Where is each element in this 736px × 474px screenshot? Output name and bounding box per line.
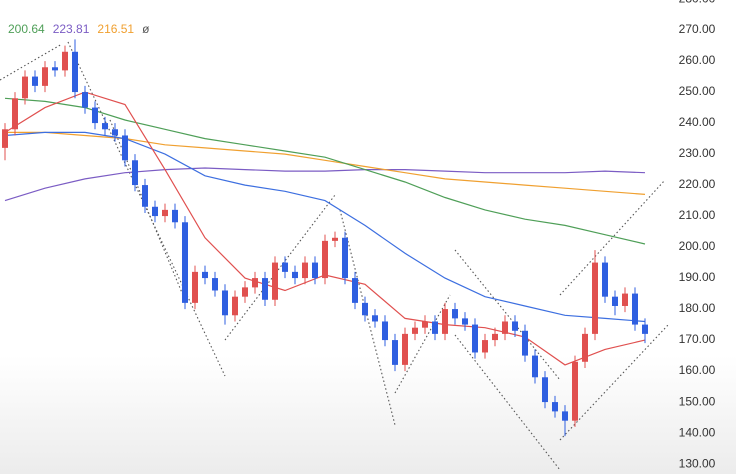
candle-body [102, 123, 108, 130]
candle-body [562, 411, 568, 421]
candle-body [382, 321, 388, 341]
candle-body [552, 402, 558, 412]
candle-body [202, 271, 208, 279]
legend-label: 223.81 [53, 22, 90, 36]
candle-body [632, 293, 638, 325]
candle-body [602, 262, 608, 297]
candle-body [432, 321, 438, 334]
candle-body [192, 271, 198, 303]
legend-label: 216.51 [97, 22, 134, 36]
candle-body [352, 278, 358, 303]
legend-label: 200.64 [8, 22, 45, 36]
y-tick-label: 130.00 [679, 456, 716, 470]
candle-body [42, 67, 48, 86]
channel-line [394, 294, 451, 394]
candle-body [532, 355, 538, 378]
candle-body [142, 185, 148, 207]
y-tick-label: 270.00 [679, 22, 716, 36]
candle-body [12, 98, 18, 130]
candle-body [362, 302, 368, 316]
y-tick-label: 230.00 [679, 146, 716, 160]
channel-line [339, 209, 396, 426]
y-tick-label: 180.00 [679, 301, 716, 315]
candle-body [152, 206, 158, 217]
candle-body [572, 361, 578, 421]
candle-body [312, 262, 318, 279]
candle-body [252, 278, 258, 288]
candle-body [482, 340, 488, 353]
candle-body [72, 51, 78, 93]
candle-body [622, 293, 628, 306]
candle-body [452, 309, 458, 319]
y-tick-label: 260.00 [679, 53, 716, 67]
y-tick-label: 150.00 [679, 394, 716, 408]
candle-body [62, 51, 68, 71]
moving-average-line [5, 131, 646, 195]
candle-body [92, 107, 98, 124]
candle-body [262, 278, 268, 300]
moving-average-line [4, 97, 646, 245]
candle-body [112, 129, 118, 136]
y-tick-label: 250.00 [679, 84, 716, 98]
candle-body [372, 315, 378, 322]
channel-line [454, 334, 561, 471]
candle-body [52, 67, 58, 71]
candle-body [402, 333, 408, 365]
candle-body [132, 160, 138, 186]
candle-body [82, 92, 88, 108]
y-tick-label: 190.00 [679, 270, 716, 284]
candle-body [282, 262, 288, 272]
candle-body [462, 318, 468, 325]
candle-body [222, 290, 228, 316]
candle-body [612, 296, 618, 306]
candle-body [292, 271, 298, 279]
candle-body [242, 287, 248, 297]
candle-body [582, 333, 588, 362]
candle-body [492, 333, 498, 341]
y-tick-label: 280.00 [679, 0, 716, 5]
candle-body [232, 296, 238, 316]
y-tick-label: 200.00 [679, 239, 716, 253]
candle-body [172, 209, 178, 223]
candle-body [442, 309, 448, 334]
legend-label: ø [142, 22, 150, 36]
candle-body [2, 129, 8, 148]
candle-body [342, 237, 348, 279]
legend: 200.64 223.81 216.51 ø [8, 22, 150, 36]
candle-body [122, 135, 128, 161]
y-tick-label: 140.00 [679, 425, 716, 439]
candle-body [392, 340, 398, 365]
candle-body [472, 324, 478, 353]
candle-body [422, 321, 428, 328]
candle-body [32, 76, 38, 86]
candle-body [302, 262, 308, 279]
candle-body [212, 278, 218, 291]
candle-body [22, 76, 28, 99]
y-tick-label: 170.00 [679, 332, 716, 346]
candle-body [642, 324, 648, 334]
candle-body [512, 321, 518, 331]
candle-body [502, 321, 508, 334]
candle-body [522, 330, 528, 356]
candle-body [322, 240, 328, 279]
moving-average-line [4, 167, 646, 202]
y-tick-label: 210.00 [679, 208, 716, 222]
candle-body [182, 222, 188, 303]
moving-average-line [4, 131, 646, 323]
y-tick-label: 220.00 [679, 177, 716, 191]
y-tick-label: 160.00 [679, 363, 716, 377]
candle-body [162, 209, 168, 217]
candle-body [272, 262, 278, 300]
candle-body [542, 377, 548, 403]
candle-body [412, 327, 418, 334]
candle-body [332, 237, 338, 241]
candle-body [592, 262, 598, 334]
y-tick-label: 240.00 [679, 115, 716, 129]
